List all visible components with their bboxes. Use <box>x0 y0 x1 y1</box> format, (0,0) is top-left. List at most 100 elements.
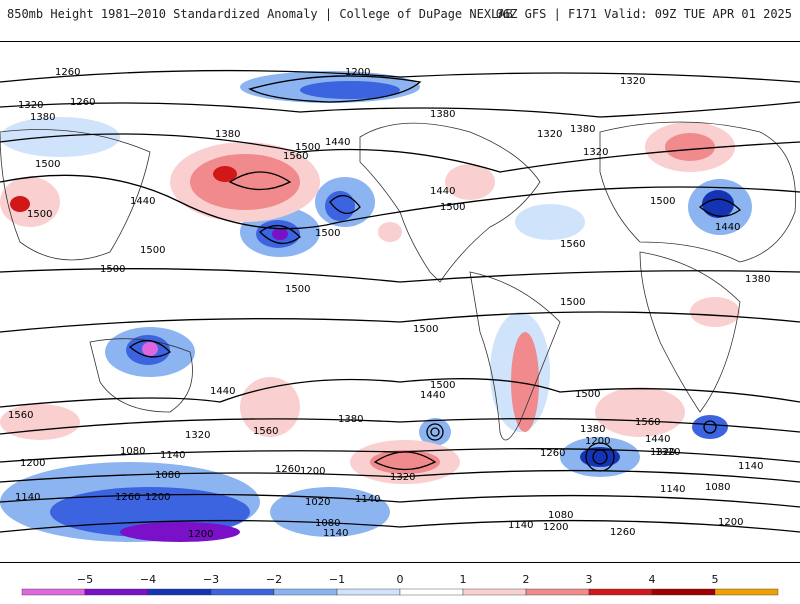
colorbar-swatch <box>336 588 401 596</box>
contour-label: 1380 <box>215 129 240 140</box>
contour-label: 1140 <box>323 528 348 539</box>
header: 850mb Height 1981–2010 Standardized Anom… <box>0 0 800 30</box>
contour-label: 1020 <box>305 497 330 508</box>
contour-label: 1200 <box>188 529 213 540</box>
colorbar: −5 −4 −3 −2 −1 0 1 2 3 4 5 <box>0 570 800 600</box>
contour-label: 1560 <box>560 239 585 250</box>
contour-label: 1500 <box>140 245 165 256</box>
contour-label: 1320 <box>655 447 680 458</box>
contour-label: 1380 <box>30 112 55 123</box>
contour-label: 1140 <box>15 492 40 503</box>
colorbar-swatch <box>84 588 149 596</box>
colorbar-ticks: −5 −4 −3 −2 −1 0 1 2 3 4 5 <box>77 573 719 586</box>
contour-label: 1560 <box>8 410 33 421</box>
colorbar-tick-label: 2 <box>523 573 530 586</box>
contour-label: 1260 <box>70 97 95 108</box>
contour-label: 1500 <box>650 196 675 207</box>
colorbar-tick-label: 3 <box>586 573 593 586</box>
colorbar-tick-label: 5 <box>712 573 719 586</box>
contour-label: 1560 <box>283 151 308 162</box>
colorbar-tick-label: −5 <box>77 573 93 586</box>
contour-label: 1320 <box>185 430 210 441</box>
contour-label: 1200 <box>543 522 568 533</box>
run-valid-time: 06Z GFS | F171 Valid: 09Z TUE APR 01 202… <box>495 7 792 21</box>
colorbar-swatch <box>651 588 716 596</box>
contour-label: 1380 <box>570 124 595 135</box>
contour-label: 1320 <box>620 76 645 87</box>
contour-label: 1440 <box>715 222 740 233</box>
contour-label: 1500 <box>413 324 438 335</box>
contour-label: 1500 <box>100 264 125 275</box>
map-title: 850mb Height 1981–2010 Standardized Anom… <box>7 7 513 21</box>
contour-label: 1080 <box>120 446 145 457</box>
colorbar-swatches <box>21 588 779 596</box>
contour-label-group: 1260 1200 1320 1320 1260 1380 1380 1380 … <box>8 67 770 540</box>
contour-label: 1440 <box>130 196 155 207</box>
contour-label: 1500 <box>27 209 52 220</box>
colorbar-swatch <box>210 588 275 596</box>
colorbar-swatch <box>273 588 338 596</box>
colorbar-swatch <box>462 588 527 596</box>
contour-label: 1500 <box>430 380 455 391</box>
contour-label: 1200 <box>145 492 170 503</box>
colorbar-tick-label: −4 <box>140 573 156 586</box>
colorbar-swatch <box>399 588 464 596</box>
contour-label: 1080 <box>548 510 573 521</box>
contour-label: 1500 <box>285 284 310 295</box>
colorbar-svg: −5 −4 −3 −2 −1 0 1 2 3 4 5 <box>21 573 779 596</box>
colorbar-tick-label: −1 <box>329 573 345 586</box>
contour-label: 1200 <box>345 67 370 78</box>
colorbar-swatch <box>714 588 779 596</box>
map-canvas: 1260 1200 1320 1320 1260 1380 1380 1380 … <box>0 67 800 542</box>
contour-label: 1080 <box>155 470 180 481</box>
contour-label: 1320 <box>583 147 608 158</box>
contour-label: 1260 <box>610 527 635 538</box>
contour-label: 1140 <box>660 484 685 495</box>
contour-label: 1260 <box>540 448 565 459</box>
contour-label: 1140 <box>160 450 185 461</box>
world-map: 1260 1200 1320 1320 1260 1380 1380 1380 … <box>0 41 800 563</box>
contour-label: 1440 <box>210 386 235 397</box>
colorbar-tick-label: 0 <box>397 573 404 586</box>
contour-label: 1140 <box>508 520 533 531</box>
contour-label: 1260 <box>55 67 80 78</box>
colorbar-tick-label: −3 <box>203 573 219 586</box>
contour-label: 1560 <box>635 417 660 428</box>
contour-label: 1260 <box>115 492 140 503</box>
contour-label: 1500 <box>560 297 585 308</box>
colorbar-swatch <box>21 588 86 596</box>
contour-label: 1200 <box>585 436 610 447</box>
contour-label: 1380 <box>430 109 455 120</box>
contour-label: 1260 <box>275 464 300 475</box>
contour-label: 1500 <box>575 389 600 400</box>
contour-label: 1500 <box>440 202 465 213</box>
contour-label: 1200 <box>300 466 325 477</box>
contour-label: 1440 <box>420 390 445 401</box>
contour-label: 1080 <box>705 482 730 493</box>
contour-label: 1320 <box>18 100 43 111</box>
contour-label: 1320 <box>650 447 675 458</box>
contour-label: 1380 <box>338 414 363 425</box>
contour-label: 1500 <box>295 142 320 153</box>
colorbar-tick-label: 1 <box>460 573 467 586</box>
colorbar-swatch <box>588 588 653 596</box>
colorbar-tick-label: 4 <box>649 573 656 586</box>
contour-label: 1440 <box>430 186 455 197</box>
contour-label: 1320 <box>537 129 562 140</box>
contour-label: 1500 <box>315 228 340 239</box>
contour-label: 1140 <box>738 461 763 472</box>
contour-label: 1080 <box>315 518 340 529</box>
contour-label: 1140 <box>355 494 380 505</box>
contour-label: 1320 <box>390 472 415 483</box>
colorbar-swatch <box>147 588 212 596</box>
colorbar-swatch <box>525 588 590 596</box>
contour-label: 1200 <box>20 458 45 469</box>
coastlines <box>0 121 796 441</box>
contour-label: 1380 <box>745 274 770 285</box>
contour-label: 1380 <box>580 424 605 435</box>
contour-label: 1440 <box>645 434 670 445</box>
contour-label: 1200 <box>718 517 743 528</box>
colorbar-tick-label: −2 <box>266 573 282 586</box>
contour-label: 1560 <box>253 426 278 437</box>
positive-anomaly-shading <box>0 122 740 484</box>
